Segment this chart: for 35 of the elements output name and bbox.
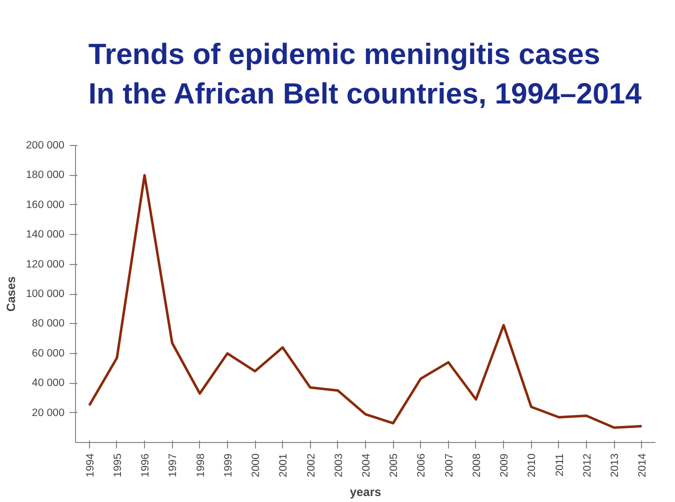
y-tick-label: 140 000 [26,228,65,241]
x-tick-label: 1994 [84,453,96,478]
y-tick-label: 160 000 [26,198,65,211]
y-tick-label: 100 000 [26,288,65,300]
y-tick-label: 60 000 [32,347,65,360]
y-axis-title: Cases [4,276,18,312]
x-tick-label: 2005 [388,453,400,478]
chart-title: Trends of epidemic meningitis cases In the African Belt countries, 1994–2014 [88,38,642,110]
x-tick-label: 2004 [360,453,372,478]
x-tick-label: 2006 [416,453,428,478]
x-tick-label: 2003 [332,453,345,478]
x-tick-label: 2000 [250,453,262,478]
y-tick-label: 20 000 [32,406,65,419]
x-tick-label: 2007 [443,453,456,478]
x-tick-label: 1999 [222,453,234,478]
x-tick-label: 1997 [167,453,180,478]
x-tick-label: 2013 [609,453,622,478]
x-tick-label: 2014 [636,453,649,478]
x-tick-label: 2008 [470,453,483,478]
y-tick-label: 80 000 [32,318,65,330]
line-series [88,174,643,429]
x-tick-label: 2012 [581,453,594,478]
x-tick-label: 2009 [498,453,511,478]
x-tick-label: 2010 [526,453,538,478]
x-tick-label: 2001 [278,453,290,478]
x-tick-label: 1995 [112,453,124,478]
y-tick-label: 180 000 [26,169,65,182]
x-tick-label: 1998 [194,453,207,478]
x-tick-label: 1996 [140,453,152,478]
y-tick-label: 200 000 [26,140,65,152]
x-axis-title: years [350,485,382,500]
y-tick-label: 40 000 [32,377,65,390]
x-tick-label: 2002 [305,453,318,478]
x-tick-label: 2011 [554,453,566,476]
y-tick-label: 120 000 [26,258,65,270]
